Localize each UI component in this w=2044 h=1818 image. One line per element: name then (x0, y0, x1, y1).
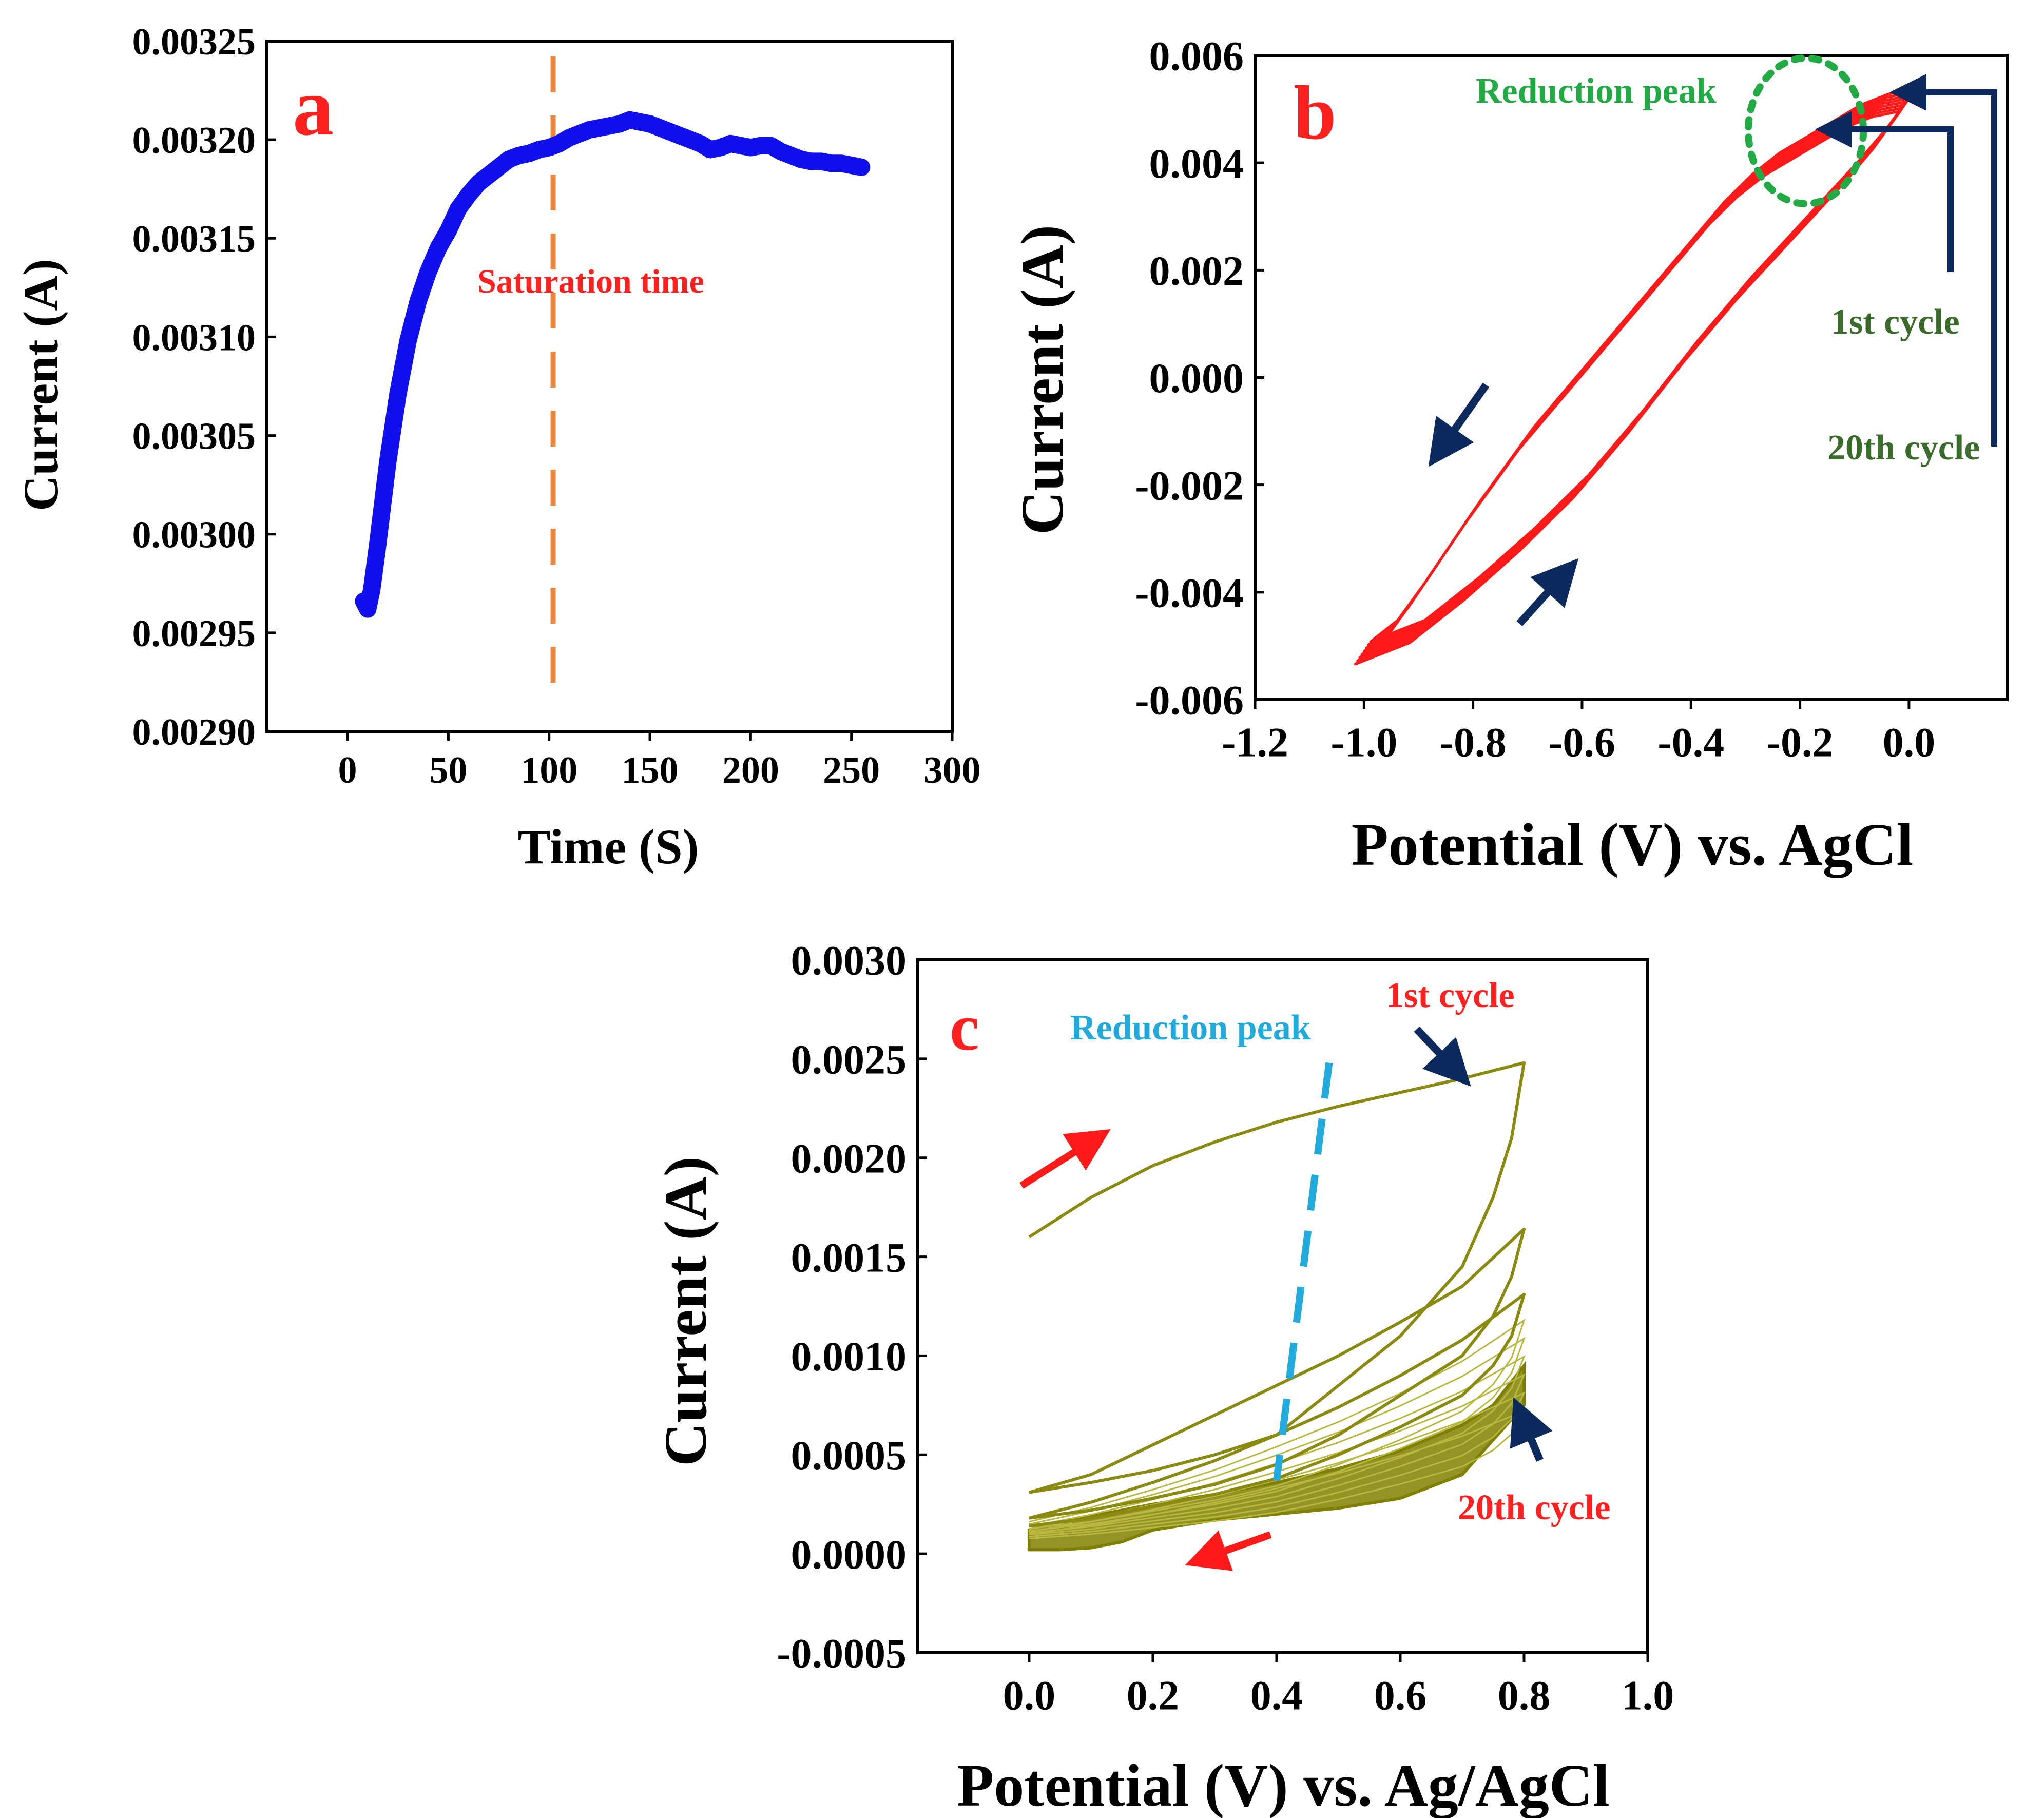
cv-cycle-curve (1029, 1227, 1526, 1520)
y-tick-label: 0.00295 (132, 613, 256, 655)
cv-cycle-curve (1356, 107, 1904, 663)
y-tick-label: 0.002 (1149, 247, 1244, 294)
panel-b-y-ticks: -0.006 -0.004 -0.002 0.000 0.002 0.004 0.006 (1135, 33, 1264, 724)
x-tick-label: 0.8 (1498, 1672, 1551, 1719)
panel-b-first-cycle-arrow (1815, 111, 1954, 272)
cv-cycle-curve (1028, 1061, 1526, 1494)
x-tick-label: 1.0 (1622, 1672, 1674, 1719)
cv-cycle-curve (1029, 1337, 1526, 1532)
y-tick-label: 0.00300 (132, 514, 256, 556)
panel-a-x-ticks: 0 50 100 150 200 250 300 (338, 731, 981, 791)
panel-b-scan-arrow-cathodic (1428, 382, 1490, 467)
panel-a: 0.00290 0.00295 0.00300 0.00305 0.00310 0.003… (13, 21, 981, 874)
x-tick-label: -0.4 (1657, 719, 1724, 766)
panel-c-reduction-line (1273, 1062, 1333, 1481)
x-tick-label: 300 (924, 749, 981, 791)
cv-cycle-curve (1354, 110, 1901, 666)
panel-b-twentieth-cycle-arrow (1889, 74, 1997, 447)
cv-cycle-curve (1362, 97, 1910, 653)
y-tick-label: 0.0020 (791, 1135, 907, 1182)
cv-cycle-curve (1369, 87, 1917, 643)
cv-cycle-curve (1360, 100, 1908, 656)
x-tick-label: 250 (823, 749, 880, 791)
panel-a-x-axis-label: Time (S) (518, 819, 699, 874)
panel-b-scan-arrow-anodic (1516, 558, 1579, 627)
cv-cycle-curve (1365, 93, 1913, 650)
panel-b-plot-frame (1254, 54, 2009, 701)
y-tick-label: 0.00305 (132, 415, 256, 457)
y-tick-label: -0.004 (1135, 570, 1244, 616)
x-tick-label: 0.0 (1883, 719, 1936, 766)
panel-b-reduction-peak-label: Reduction peak (1476, 71, 1717, 111)
y-tick-label: 0.00310 (132, 317, 256, 359)
panel-a-label: a (293, 61, 334, 152)
panel-c: -0.0005 0.0000 0.0005 0.0010 0.0015 0.0020 0.0… (652, 937, 1674, 1818)
panel-a-saturation-label: Saturation time (477, 263, 704, 300)
x-tick-label: 100 (520, 749, 577, 791)
panel-c-y-axis-label: Current (A) (652, 1156, 719, 1466)
panel-b-twentieth-cycle-label: 20th cycle (1827, 428, 1980, 468)
panel-b-y-axis-label: Current (A) (1009, 225, 1076, 535)
cv-cycle-curve (1358, 103, 1906, 659)
x-tick-label: 0 (338, 749, 357, 791)
panel-c-cv-curves (1028, 1061, 1526, 1528)
x-tick-label: 0.4 (1250, 1672, 1303, 1719)
panel-c-twentieth-cycle-arrow (1510, 1397, 1553, 1462)
y-tick-label: -0.006 (1135, 677, 1244, 724)
panel-c-plot-frame (916, 958, 1649, 1654)
panel-c-x-axis-label: Potential (V) vs. Ag/AgCl (957, 1752, 1610, 1818)
cv-cycle-curve (1367, 90, 1915, 646)
panel-b-x-ticks: -1.2 -1.0 -0.8 -0.6 -0.4 -0.2 0.0 (1222, 700, 1935, 766)
y-tick-label: -0.002 (1135, 462, 1244, 509)
panel-c-x-ticks: 0.0 0.2 0.4 0.6 0.8 1.0 (1003, 1653, 1674, 1719)
x-tick-label: 0.0 (1003, 1672, 1056, 1719)
x-tick-label: 0.2 (1127, 1672, 1180, 1719)
panel-a-current-curve (355, 111, 871, 618)
panel-c-first-cycle-arrow (1414, 1026, 1471, 1087)
panel-b-cv-curves (1354, 87, 1917, 666)
x-tick-label: -1.2 (1222, 719, 1288, 766)
panel-c-scan-arrow-forward (1019, 1129, 1111, 1189)
panel-a-plot-frame (265, 40, 954, 733)
x-tick-label: -1.0 (1330, 719, 1397, 766)
y-tick-label: 0.00320 (132, 120, 256, 162)
panel-c-twentieth-cycle-label: 20th cycle (1458, 1488, 1610, 1527)
y-tick-label: 0.0015 (791, 1234, 907, 1281)
y-tick-label: -0.0005 (777, 1630, 907, 1677)
y-tick-label: 0.000 (1149, 355, 1244, 401)
y-tick-label: 0.00325 (132, 21, 256, 63)
panel-c-y-ticks: -0.0005 0.0000 0.0005 0.0010 0.0015 0.0020 0.0… (777, 937, 927, 1677)
panel-b-label: b (1294, 70, 1336, 156)
x-tick-label: -0.6 (1549, 719, 1615, 766)
panel-b: -0.006 -0.004 -0.002 0.000 0.002 0.004 0.006 -… (1009, 33, 2009, 878)
y-tick-label: 0.004 (1149, 140, 1244, 187)
y-tick-label: 0.006 (1149, 33, 1244, 80)
panel-b-first-cycle-label: 1st cycle (1831, 302, 1960, 342)
y-tick-label: 0.00290 (132, 711, 256, 753)
y-tick-label: 0.0005 (791, 1432, 907, 1479)
panel-c-scan-arrow-reverse (1185, 1530, 1272, 1571)
y-tick-label: 0.0025 (791, 1036, 907, 1083)
cv-cycle-curve (1029, 1292, 1526, 1528)
y-tick-label: 0.00315 (132, 218, 256, 260)
panel-a-y-ticks: 0.00290 0.00295 0.00300 0.00305 0.00310 0.003… (132, 21, 276, 753)
y-tick-label: 0.0000 (791, 1531, 907, 1578)
x-tick-label: 50 (429, 749, 467, 791)
cv-cycle-curve (1029, 1318, 1526, 1530)
panel-c-first-cycle-label: 1st cycle (1386, 976, 1515, 1015)
x-tick-label: -0.8 (1440, 719, 1507, 766)
x-tick-label: 200 (722, 749, 779, 791)
panel-c-label: c (950, 991, 979, 1065)
x-tick-label: 150 (622, 749, 679, 791)
x-tick-label: 0.6 (1374, 1672, 1427, 1719)
panel-a-y-axis-label: Current (A) (13, 259, 68, 511)
panel-b-x-axis-label: Potential (V) vs. AgCl (1352, 811, 1914, 878)
panel-c-reduction-peak-label: Reduction peak (1070, 1008, 1311, 1048)
y-tick-label: 0.0030 (791, 937, 907, 984)
y-tick-label: 0.0010 (791, 1333, 907, 1380)
x-tick-label: -0.2 (1767, 719, 1834, 766)
